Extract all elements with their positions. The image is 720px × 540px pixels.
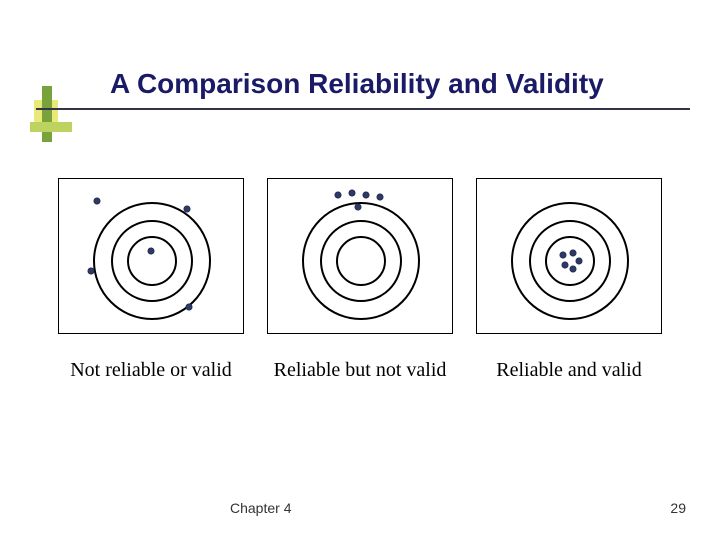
- footer-page: 29: [670, 500, 686, 516]
- target-svg-1: [59, 179, 245, 335]
- panel-reliable-not-valid: Reliable but not valid: [267, 178, 453, 382]
- caption-3: Reliable and valid: [476, 358, 662, 382]
- target-box-1: [58, 178, 244, 334]
- accent-hbar: [30, 122, 72, 132]
- target-box-2: [267, 178, 453, 334]
- target-svg-2: [268, 179, 454, 335]
- footer-chapter: Chapter 4: [230, 500, 291, 516]
- target-svg-3: [477, 179, 663, 335]
- panels-row: Not reliable or valid Reliable but not v…: [58, 178, 662, 382]
- target-box-3: [476, 178, 662, 334]
- caption-2: Reliable but not valid: [267, 358, 453, 382]
- page-title: A Comparison Reliability and Validity: [110, 68, 690, 100]
- accent-vbar: [42, 86, 52, 142]
- title-container: A Comparison Reliability and Validity: [110, 68, 690, 100]
- caption-1: Not reliable or valid: [58, 358, 244, 382]
- title-underline: [36, 108, 690, 110]
- panel-reliable-and-valid: Reliable and valid: [476, 178, 662, 382]
- panel-not-reliable-not-valid: Not reliable or valid: [58, 178, 244, 382]
